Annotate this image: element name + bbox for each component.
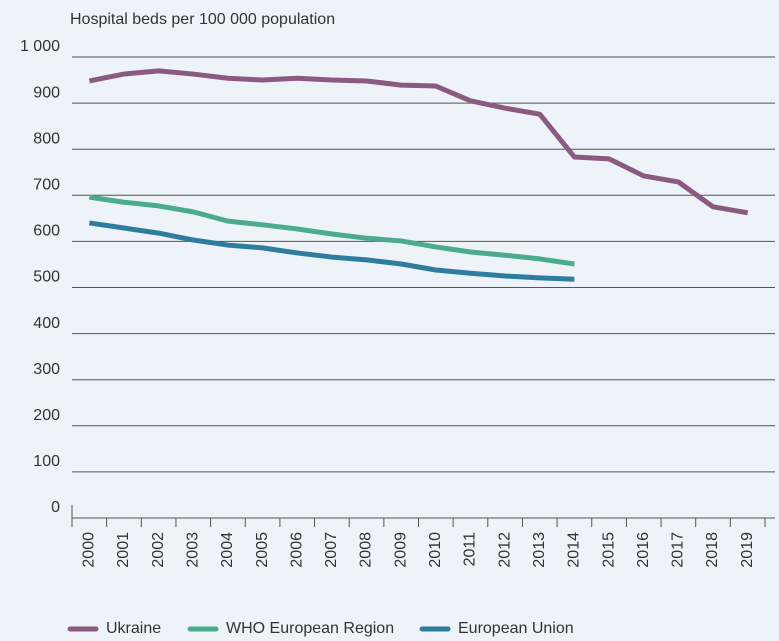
x-tick-label: 2009 [392,532,409,568]
x-tick-label: 2017 [670,532,687,568]
y-tick-label: 100 [33,453,60,470]
x-tick-label: 2012 [496,532,513,568]
y-tick-label: 200 [33,407,60,424]
x-tick-label: 2001 [115,532,132,568]
legend-label: European Union [458,620,574,637]
y-tick-label: 300 [33,361,60,378]
series-line [88,194,575,267]
x-tick-label: 2008 [358,532,375,568]
x-tick-label: 2003 [184,532,201,568]
legend-label: WHO European Region [226,620,394,637]
series-line [88,220,575,282]
y-tick-label: 600 [33,223,60,240]
legend-label: Ukraine [106,620,161,637]
x-tick-label: 2015 [600,532,617,568]
x-tick-label: 2010 [427,532,444,568]
x-tick-label: 2014 [566,532,583,568]
x-tick-label: 2007 [323,532,340,568]
y-tick-label: 900 [33,84,60,101]
y-tick-label: 1 000 [20,38,60,55]
y-tick-label: 0 [51,499,60,516]
series-line [88,68,749,216]
x-tick-label: 2000 [81,532,98,568]
x-tick-label: 2002 [150,532,167,568]
x-tick-label: 2006 [288,532,305,568]
y-tick-label: 800 [33,130,60,147]
x-tick-label: 2013 [531,532,548,568]
y-tick-label: 700 [33,177,60,194]
x-tick-label: 2011 [462,532,479,567]
x-tick-label: 2018 [704,532,721,568]
y-tick-label: 500 [33,269,60,286]
x-tick-label: 2016 [635,532,652,568]
x-tick-label: 2004 [219,532,236,568]
x-tick-label: 2005 [254,532,271,568]
y-axis-label: Hospital beds per 100 000 population [70,11,335,28]
x-tick-label: 2019 [739,532,756,568]
y-tick-label: 400 [33,315,60,332]
